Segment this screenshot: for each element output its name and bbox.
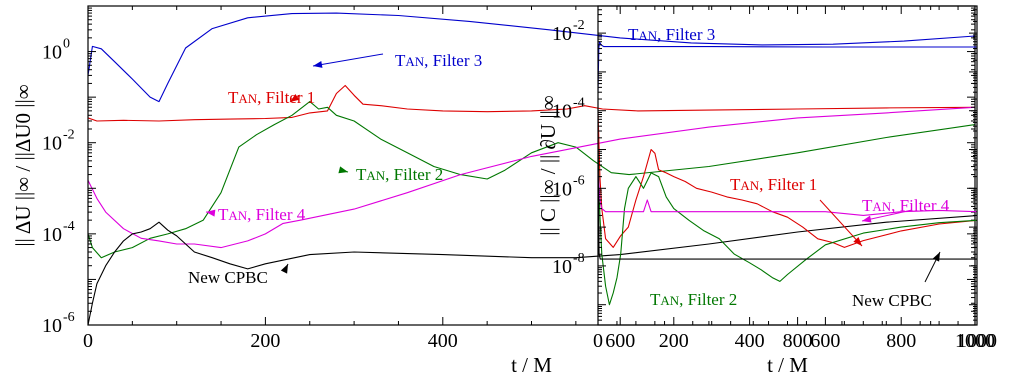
left-annotation-label: New CPBC (188, 268, 268, 287)
right-annotation-arrowhead (853, 236, 862, 246)
right-series-tan-filter-4 (598, 169, 977, 216)
left-y-tick-exponent: 0 (63, 37, 70, 52)
right-y-tick-exponent: -2 (573, 18, 585, 33)
left-annotation-tan-filter-4: TAN, Filter 4 (205, 205, 306, 224)
right-y-tick-label: 10 (552, 178, 572, 200)
left-annotation-tan-filter-1: TAN, Filter 1 (228, 88, 315, 107)
left-y-tick-exponent: -2 (63, 128, 75, 143)
right-y-tick-label: 10 (552, 23, 572, 45)
right-x-tick-label: 0 (593, 330, 603, 352)
right-series-tan-filter-1 (598, 110, 977, 248)
right-annotation-label: TAN, Filter 2 (650, 290, 737, 309)
right-annotation-label: TAN, Filter 3 (628, 25, 715, 44)
left-series-tan-filter-1 (88, 84, 975, 122)
left-series-tan-filter-2 (88, 101, 975, 259)
left-annotation-label: TAN, Filter 1 (228, 88, 315, 107)
left-annotation-arrowhead (206, 209, 216, 217)
left-y-tick-label: 10 (42, 42, 62, 64)
left-annotation-arrowhead (290, 93, 300, 102)
right-annotation-label: New CPBC (852, 291, 932, 310)
right-series-tan-filter-3 (598, 41, 977, 93)
left-x-tick-label: 0 (83, 330, 93, 352)
right-annotation-arrowhead (862, 215, 872, 223)
left-x-tick-label: 800 (783, 330, 813, 352)
left-annotation-label: TAN, Filter 3 (395, 51, 482, 70)
right-y-tick-exponent: -6 (573, 173, 585, 188)
right-annotation-tan-filter-4: TAN, Filter 4 (861, 196, 950, 223)
right-annotation-tan-filter-1: TAN, Filter 1 (730, 175, 863, 247)
left-x-tick-label: 200 (250, 330, 280, 352)
right-x-tick-label: 800 (886, 330, 916, 352)
right-annotation-label: TAN, Filter 1 (730, 175, 817, 194)
right-x-axis-label: t / M (767, 353, 808, 377)
right-annotation-tan-filter-3: TAN, Filter 3 (628, 25, 715, 44)
left-y-axis-label: || ΔU ||∞ / ||ΔU0 ||∞ (11, 84, 35, 246)
left-y-tick-exponent: -6 (63, 310, 75, 325)
right-y-tick-label: 10 (552, 256, 572, 278)
right-x-tick-label: 400 (735, 330, 765, 352)
left-annotation-arrowhead (313, 61, 323, 68)
right-y-tick-exponent: -4 (573, 96, 585, 111)
left-y-tick-exponent: -4 (63, 219, 75, 234)
left-y-tick-label: 10 (42, 224, 62, 246)
right-plot-frame (597, 5, 978, 326)
right-x-tick-label: 1000 (957, 330, 997, 352)
right-y-tick-label: 10 (552, 101, 572, 123)
left-annotation-arrowhead (280, 264, 288, 274)
left-y-tick-label: 10 (42, 133, 62, 155)
left-x-tick-label: 1000 (955, 330, 995, 352)
left-x-axis-label: t / M (511, 353, 552, 377)
left-annotation-label: TAN, Filter 2 (356, 165, 443, 184)
left-x-tick-label: 400 (428, 330, 458, 352)
left-annotation-tan-filter-2: TAN, Filter 2 (338, 165, 443, 184)
left-annotation-arrowhead (338, 166, 348, 174)
left-series-group (88, 12, 975, 325)
left-y-tick-label: 10 (42, 315, 62, 337)
right-x-tick-label: 600 (810, 330, 840, 352)
left-series-tan-filter-3 (88, 12, 975, 103)
right-annotation-tan-filter-2: TAN, Filter 2 (650, 290, 737, 309)
left-annotation-arrow-line (312, 53, 384, 67)
right-annotation-new-cpbc: New CPBC (852, 251, 941, 310)
right-annotation-arrowhead (932, 252, 940, 262)
right-y-tick-exponent: -8 (573, 251, 585, 266)
right-x-tick-label: 200 (659, 330, 689, 352)
right-annotation-label: TAN, Filter 4 (862, 196, 950, 215)
right-y-axis-label: || C ||∞ / || ∂U ||∞ (536, 95, 560, 235)
right-annotation-arrow-line (819, 199, 863, 247)
right-series-group (598, 41, 977, 306)
left-annotation-tan-filter-3: TAN, Filter 3 (312, 51, 482, 70)
left-annotation-label: TAN, Filter 4 (218, 205, 306, 224)
left-annotation-new-cpbc: New CPBC (188, 263, 289, 287)
left-x-tick-label: 600 (605, 330, 635, 352)
